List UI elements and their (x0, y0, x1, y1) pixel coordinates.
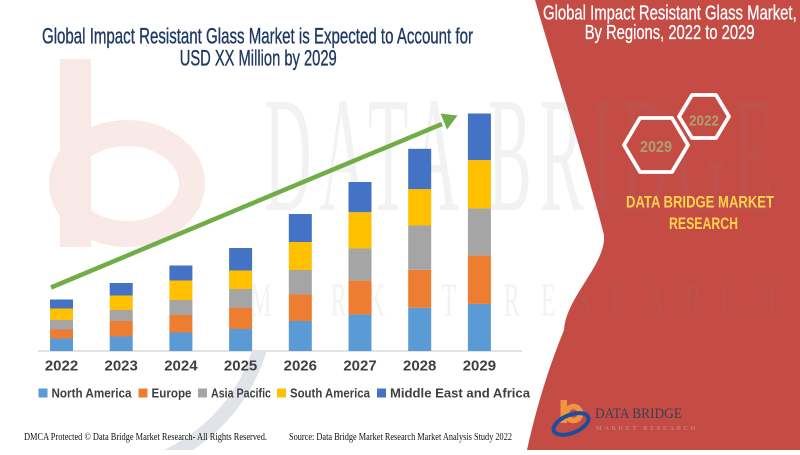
svg-text:2022: 2022 (689, 112, 719, 129)
svg-text:2027: 2027 (343, 358, 376, 375)
svg-text:North America: North America (52, 387, 133, 401)
svg-text:Asia Pacific: Asia Pacific (211, 387, 271, 401)
svg-text:2029: 2029 (640, 139, 672, 156)
svg-text:RESEARCH: RESEARCH (669, 214, 738, 233)
svg-text:2028: 2028 (403, 358, 436, 375)
svg-text:Global Impact Resistant Glass: Global Impact Resistant Glass Market is … (42, 24, 473, 49)
svg-text:2026: 2026 (284, 358, 317, 375)
svg-text:2029: 2029 (463, 358, 496, 375)
svg-text:DMCA Protected © Data Bridge M: DMCA Protected © Data Bridge Market Rese… (24, 432, 267, 443)
svg-text:Source: Data Bridge Market Res: Source: Data Bridge Market Research Mark… (289, 432, 512, 443)
svg-text:DATA BRIDGE MARKET: DATA BRIDGE MARKET (626, 193, 774, 212)
svg-text:USD XX Million by 2029: USD XX Million by 2029 (180, 45, 337, 70)
svg-text:2022: 2022 (45, 358, 78, 375)
svg-text:Europe: Europe (152, 387, 192, 401)
svg-text:2023: 2023 (105, 358, 138, 375)
svg-text:Middle East and Africa: Middle East and Africa (390, 387, 531, 401)
svg-text:DATA BRIDGE: DATA BRIDGE (595, 406, 682, 422)
svg-text:By Regions, 2022 to 2029: By Regions, 2022 to 2029 (585, 22, 755, 44)
svg-text:2024: 2024 (164, 358, 198, 375)
svg-text:2025: 2025 (224, 358, 257, 375)
svg-text:MARKET RESEARCH: MARKET RESEARCH (250, 274, 797, 327)
svg-text:Global Impact Resistant Glass: Global Impact Resistant Glass Market, (543, 2, 797, 24)
svg-text:South America: South America (290, 387, 371, 401)
svg-text:MARKET RESEARCH: MARKET RESEARCH (596, 425, 698, 432)
